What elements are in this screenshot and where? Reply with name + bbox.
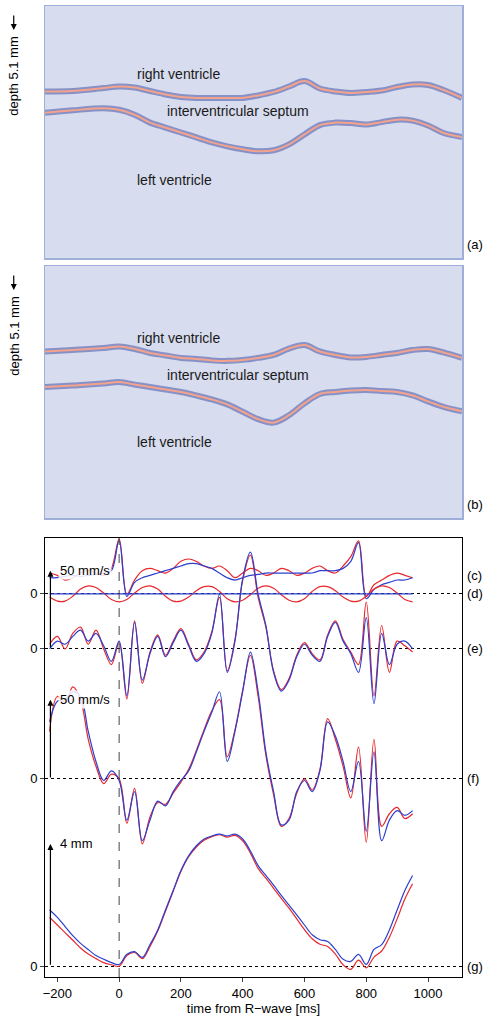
svg-text:(f): (f): [467, 771, 479, 786]
svg-text:(d): (d): [467, 586, 483, 601]
svg-text:(e): (e): [467, 641, 483, 656]
svg-text:0: 0: [30, 771, 37, 786]
svg-text:0: 0: [116, 986, 123, 1001]
svg-text:200: 200: [170, 986, 192, 1001]
svg-text:−200: −200: [43, 986, 72, 1001]
svg-text:right ventricle: right ventricle: [137, 330, 220, 346]
svg-text:0: 0: [30, 586, 37, 601]
svg-text:interventricular septum: interventricular septum: [167, 103, 309, 119]
svg-text:left ventricle: left ventricle: [137, 434, 212, 450]
svg-text:600: 600: [294, 986, 316, 1001]
svg-text:0: 0: [30, 959, 37, 974]
svg-text:depth 5.1 mm: depth 5.1 mm: [7, 296, 22, 376]
svg-text:400: 400: [232, 986, 254, 1001]
svg-text:(a): (a): [467, 237, 483, 252]
svg-text:50 mm/s: 50 mm/s: [60, 692, 110, 707]
svg-text:depth 5.1 mm: depth 5.1 mm: [6, 36, 21, 116]
svg-text:(c): (c): [467, 568, 482, 583]
svg-text:(b): (b): [467, 497, 483, 512]
svg-text:right ventricle: right ventricle: [137, 66, 220, 82]
svg-text:left ventricle: left ventricle: [137, 172, 212, 188]
svg-text:(g): (g): [467, 959, 483, 974]
svg-text:4 mm: 4 mm: [60, 836, 93, 851]
svg-text:time from R−wave [ms]: time from R−wave [ms]: [187, 1001, 320, 1016]
svg-text:interventricular septum: interventricular septum: [167, 367, 309, 383]
svg-text:1000: 1000: [414, 986, 443, 1001]
svg-text:800: 800: [355, 986, 377, 1001]
svg-text:50 mm/s: 50 mm/s: [60, 563, 110, 578]
svg-text:0: 0: [30, 641, 37, 656]
